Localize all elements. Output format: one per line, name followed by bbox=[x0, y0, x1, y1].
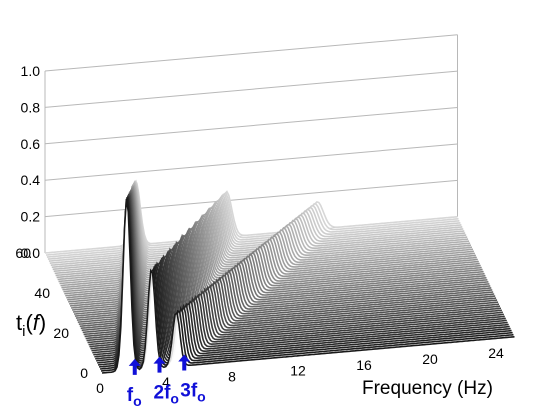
spectrum-trace bbox=[48, 179, 462, 262]
harmonic-label: fo bbox=[127, 385, 142, 409]
spectrum-trace bbox=[47, 181, 461, 260]
spectrum-trace bbox=[76, 191, 490, 321]
grid-line bbox=[44, 34, 458, 72]
grid-line bbox=[44, 70, 458, 108]
harmonic-label: 3fo bbox=[180, 380, 205, 404]
spectrum-trace bbox=[73, 191, 487, 315]
spectrum-trace bbox=[44, 181, 458, 254]
trace-fill bbox=[45, 182, 458, 253]
y-tick-label: 1.0 bbox=[21, 63, 41, 79]
spectrum-traces bbox=[44, 179, 515, 374]
y-tick-label: 0.0 bbox=[21, 245, 41, 261]
x-tick-label: 20 bbox=[422, 351, 438, 367]
z-tick-label: 40 bbox=[34, 285, 50, 301]
harmonic-label: 2fo bbox=[154, 383, 179, 407]
spectrum-trace bbox=[45, 179, 459, 256]
z-axis-ticks: 0 20 40 60 bbox=[15, 245, 88, 381]
y-axis-ticks: 0.0 0.2 0.4 0.6 0.8 1.0 bbox=[21, 63, 41, 261]
spectrum-trace bbox=[49, 182, 463, 264]
x-tick-label: 0 bbox=[96, 380, 104, 396]
x-tick-label: 16 bbox=[356, 357, 372, 373]
spectrum-trace bbox=[74, 189, 488, 317]
grid-line bbox=[44, 179, 458, 218]
spectrum-trace bbox=[98, 197, 511, 366]
harmonic-arrow bbox=[178, 354, 191, 371]
x-tick-label: 12 bbox=[290, 363, 306, 379]
spectrum-trace bbox=[101, 198, 515, 374]
x-tick-label: 8 bbox=[228, 368, 236, 384]
z-tick-label: 0 bbox=[80, 365, 88, 381]
harmonic-arrow bbox=[128, 358, 141, 375]
x-tick-label: 4 bbox=[162, 374, 170, 390]
spectrum-trace bbox=[96, 197, 509, 362]
grid-line bbox=[44, 143, 458, 181]
grid-line bbox=[44, 107, 458, 145]
y-tick-label: 0.2 bbox=[21, 209, 41, 225]
y-tick-label: 0.8 bbox=[21, 99, 41, 115]
spectrum-trace bbox=[97, 197, 510, 364]
back-wall-grid bbox=[44, 34, 458, 254]
spectrum-trace bbox=[50, 180, 464, 266]
z-tick-label: 60 bbox=[15, 245, 31, 261]
x-axis-ticks: 0 4 8 12 16 20 24 bbox=[96, 345, 504, 396]
harmonic-arrow bbox=[153, 356, 166, 373]
spectrum-trace bbox=[75, 191, 489, 319]
y-tick-label: 0.4 bbox=[21, 172, 41, 188]
spectrum-trace bbox=[95, 198, 508, 360]
x-axis-label: Frequency (Hz) bbox=[362, 378, 493, 399]
y-tick-label: 0.6 bbox=[21, 136, 41, 152]
spectrum-trace bbox=[77, 190, 491, 323]
x-tick-label: 24 bbox=[488, 345, 504, 361]
z-axis-label: ti(f) bbox=[16, 310, 46, 340]
z-tick-label: 20 bbox=[53, 325, 69, 341]
harmonic-markers: fo 2fo 3fo bbox=[127, 354, 206, 409]
spectrum-trace bbox=[94, 195, 507, 358]
spectrum-trace bbox=[46, 179, 460, 258]
